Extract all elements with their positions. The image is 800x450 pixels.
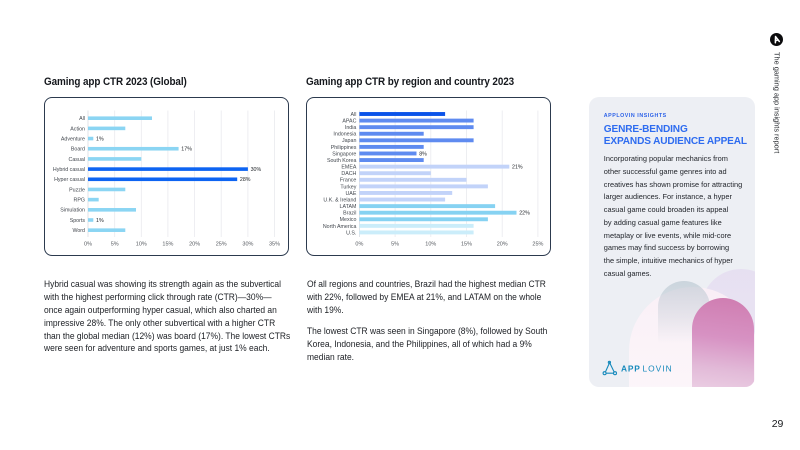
svg-text:35%: 35%: [268, 241, 279, 247]
svg-text:RPG: RPG: [73, 197, 84, 203]
svg-text:DACH: DACH: [341, 171, 356, 177]
svg-text:5%: 5%: [110, 241, 118, 247]
svg-text:All: All: [351, 111, 357, 117]
svg-text:Indonesia: Indonesia: [333, 131, 356, 137]
svg-text:Philippines: Philippines: [331, 144, 357, 150]
svg-text:All: All: [79, 116, 85, 122]
svg-text:Puzzle: Puzzle: [69, 187, 85, 193]
svg-text:Sports: Sports: [69, 217, 85, 223]
svg-text:15%: 15%: [162, 241, 173, 247]
svg-text:APP: APP: [621, 363, 641, 373]
svg-text:Word: Word: [72, 228, 85, 234]
svg-text:U.S.: U.S.: [346, 230, 356, 236]
svg-text:5%: 5%: [391, 241, 399, 247]
svg-text:28%: 28%: [239, 177, 250, 183]
svg-text:APAC: APAC: [342, 118, 356, 124]
svg-text:Board: Board: [70, 146, 84, 152]
svg-text:U.K. & Ireland: U.K. & Ireland: [323, 197, 356, 203]
svg-text:Hyper casual: Hyper casual: [54, 177, 85, 183]
svg-text:Action: Action: [70, 126, 85, 132]
svg-text:25%: 25%: [532, 241, 543, 247]
svg-text:10%: 10%: [135, 241, 146, 247]
svg-text:North America: North America: [323, 223, 357, 229]
svg-text:8%: 8%: [419, 151, 427, 157]
svg-text:15%: 15%: [461, 241, 472, 247]
svg-text:17%: 17%: [181, 146, 192, 152]
svg-text:0%: 0%: [355, 241, 363, 247]
svg-text:1%: 1%: [96, 136, 104, 142]
svg-text:30%: 30%: [250, 167, 261, 173]
svg-text:30%: 30%: [242, 241, 253, 247]
svg-text:LATAM: LATAM: [340, 204, 357, 210]
svg-text:Singapore: Singapore: [332, 151, 356, 157]
svg-text:India: India: [345, 125, 357, 131]
svg-text:20%: 20%: [189, 241, 200, 247]
svg-text:Mexico: Mexico: [340, 217, 357, 223]
svg-text:22%: 22%: [519, 210, 530, 216]
svg-text:UAE: UAE: [345, 190, 356, 196]
svg-text:21%: 21%: [512, 164, 523, 170]
svg-text:South Korea: South Korea: [327, 157, 357, 163]
svg-text:Hybrid casual: Hybrid casual: [52, 167, 84, 173]
svg-text:10%: 10%: [425, 241, 436, 247]
svg-text:Adventure: Adventure: [60, 136, 84, 142]
svg-text:25%: 25%: [215, 241, 226, 247]
svg-text:LOVIN: LOVIN: [643, 363, 673, 373]
svg-text:1%: 1%: [96, 217, 104, 223]
svg-text:0%: 0%: [84, 241, 92, 247]
svg-text:France: France: [340, 177, 357, 183]
svg-text:Japan: Japan: [342, 138, 356, 144]
svg-text:Turkey: Turkey: [340, 184, 356, 190]
svg-text:Simulation: Simulation: [60, 207, 85, 213]
svg-text:20%: 20%: [497, 241, 508, 247]
svg-text:Brazil: Brazil: [343, 210, 356, 216]
svg-text:EMEA: EMEA: [341, 164, 356, 170]
svg-text:Casual: Casual: [68, 156, 85, 162]
